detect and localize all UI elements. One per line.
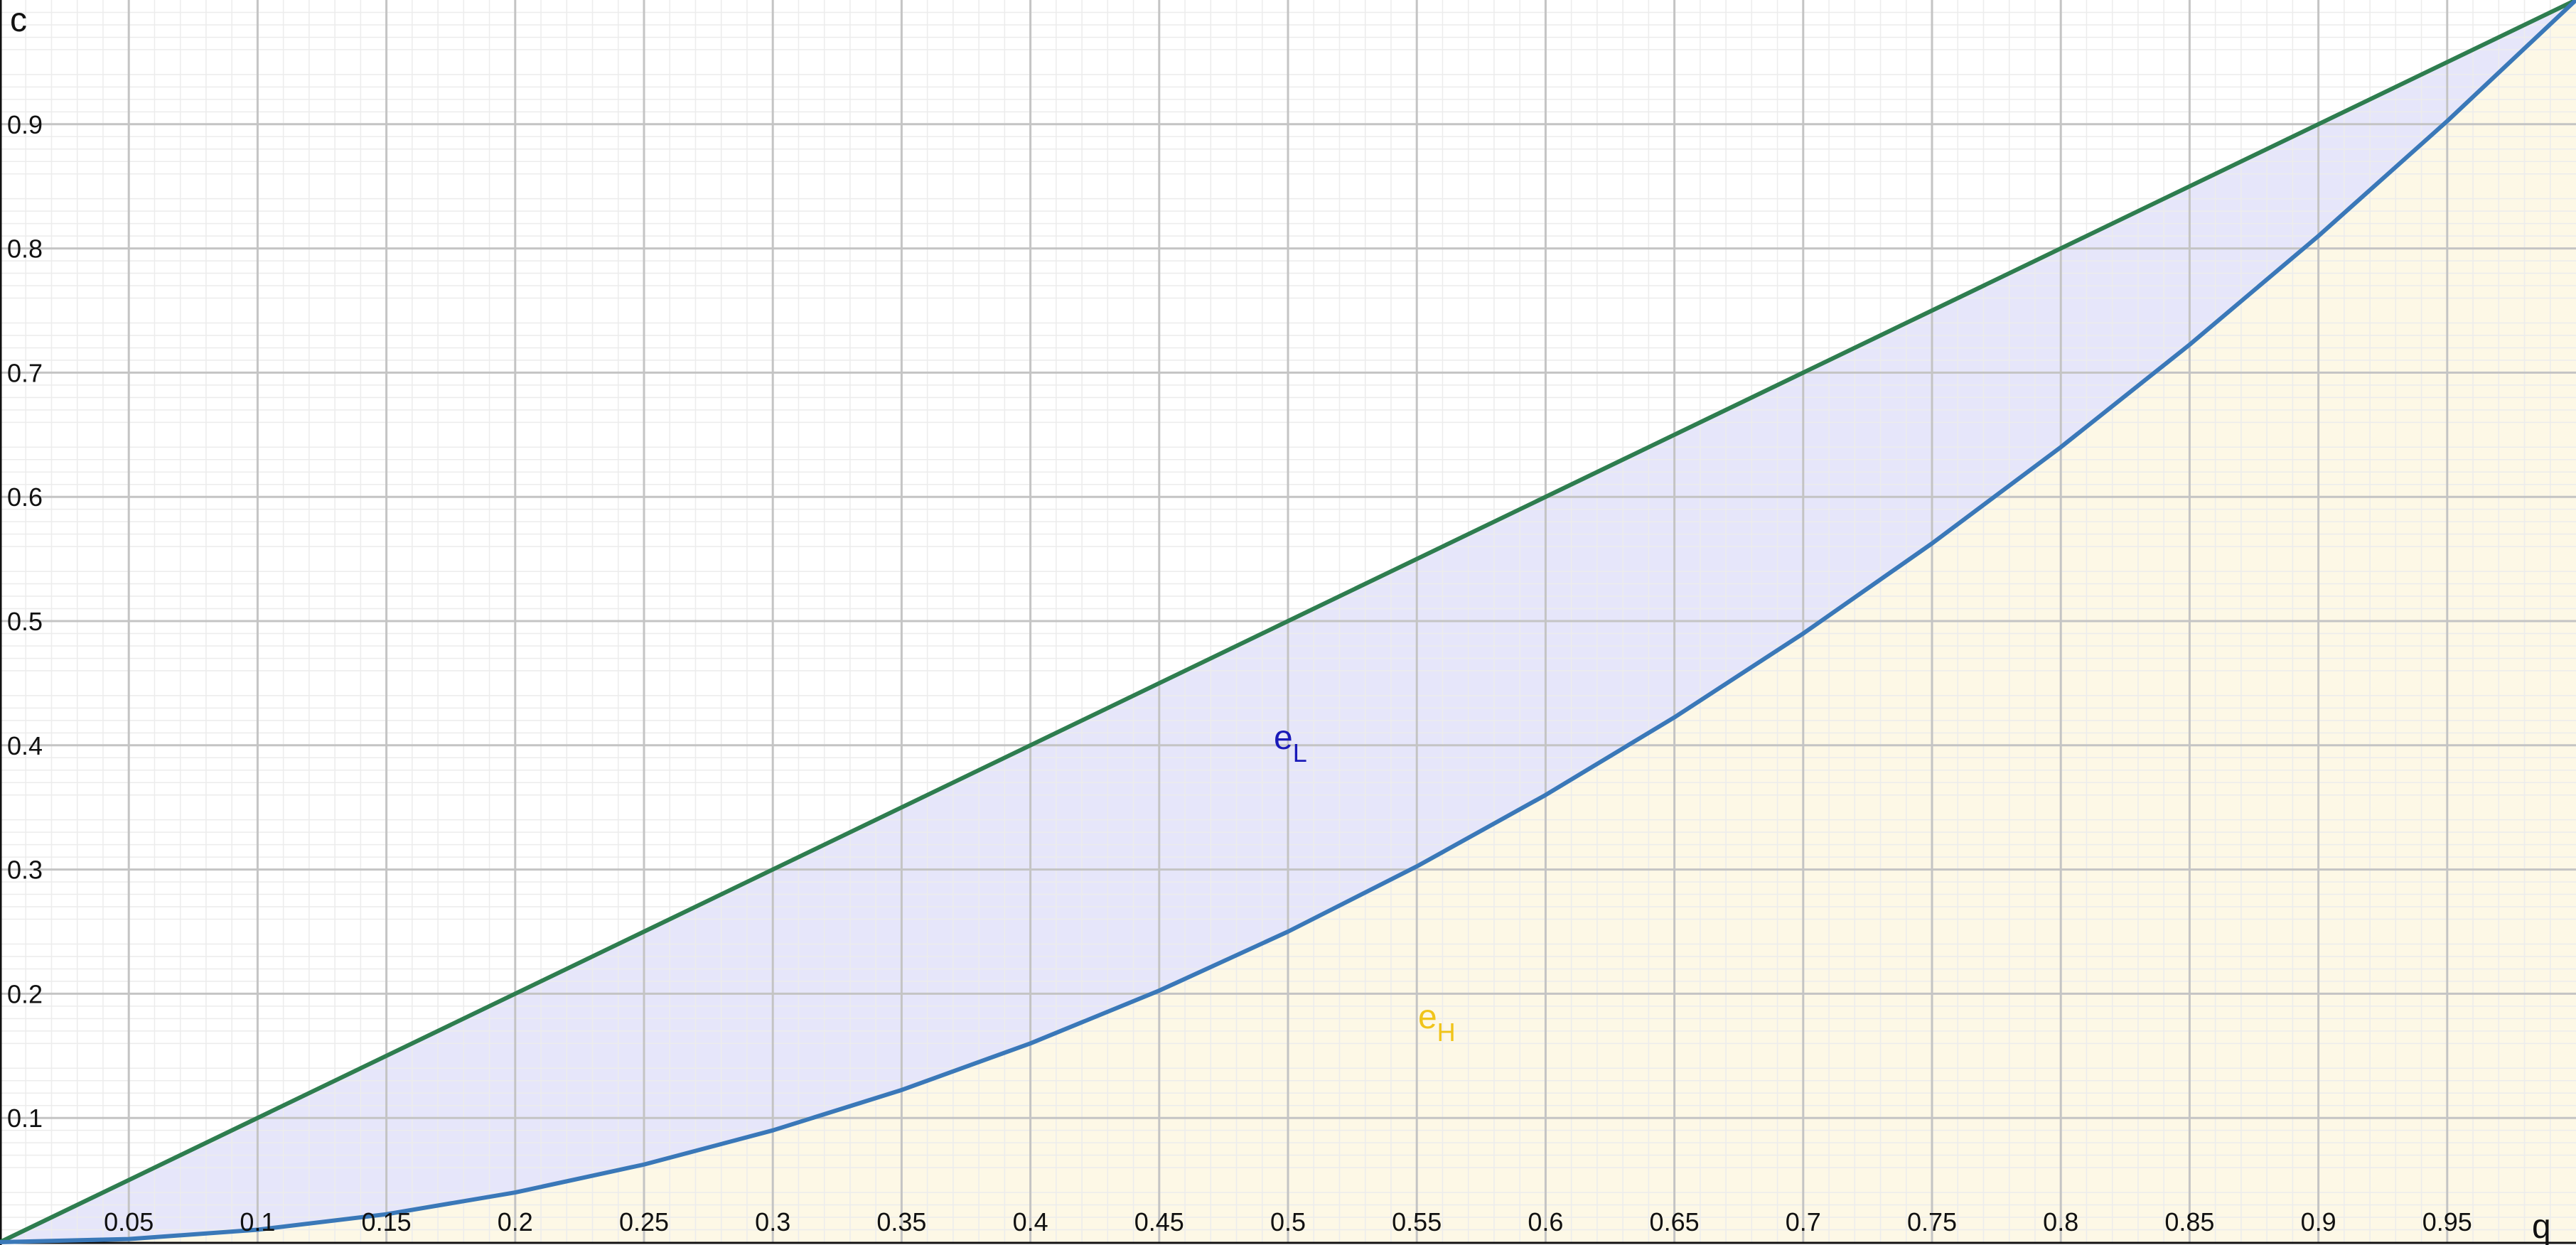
y-tick-label: 0.6	[7, 483, 43, 512]
region-label-sub: L	[1293, 738, 1307, 767]
x-tick-label: 0.95	[2422, 1207, 2472, 1236]
x-tick-label: 0.75	[1907, 1207, 1957, 1236]
x-tick-label: 0.8	[2043, 1207, 2078, 1236]
region-label-main: e	[1274, 719, 1293, 757]
x-tick-label: 0.9	[2301, 1207, 2336, 1236]
x-tick-label: 0.4	[1013, 1207, 1048, 1236]
region-label-2: eH	[1418, 998, 1456, 1047]
x-tick-labels: 0.05 0.1 0.15 0.2 0.25 0.3 0.35 0.4 0.45 0.5 0.55 0…	[104, 1207, 2472, 1236]
y-tick-label: 0.4	[7, 731, 43, 760]
x-tick-label: 0.7	[1786, 1207, 1821, 1236]
y-axis-label: c	[10, 1, 27, 39]
x-tick-label: 0.05	[104, 1207, 154, 1236]
x-tick-label: 0.65	[1650, 1207, 1700, 1236]
x-tick-label: 0.5	[1270, 1207, 1306, 1236]
x-tick-label: 0.15	[362, 1207, 412, 1236]
x-axis-label: q	[2532, 1208, 2551, 1245]
y-tick-label: 0.3	[7, 856, 43, 885]
x-tick-label: 0.2	[498, 1207, 533, 1236]
x-tick-label: 0.55	[1392, 1207, 1442, 1236]
y-tick-label: 0.8	[7, 235, 43, 264]
x-tick-label: 0.35	[876, 1207, 926, 1236]
region-label-main: e	[1418, 998, 1437, 1036]
y-tick-label: 0.9	[7, 110, 43, 139]
y-tick-label: 0.2	[7, 979, 43, 1008]
x-tick-label: 0.45	[1134, 1207, 1184, 1236]
region-label-1: eL	[1274, 719, 1307, 767]
x-tick-label: 0.85	[2164, 1207, 2214, 1236]
y-tick-label: 0.5	[7, 607, 43, 636]
x-tick-label: 0.1	[240, 1207, 275, 1236]
x-tick-label: 0.25	[619, 1207, 669, 1236]
y-tick-labels: 0.1 0.2 0.3 0.4 0.5 0.6 0.7 0.8 0.9	[7, 110, 43, 1133]
x-tick-label: 0.3	[755, 1207, 790, 1236]
y-tick-label: 0.7	[7, 358, 43, 387]
x-tick-label: 0.6	[1528, 1207, 1563, 1236]
region-label-sub: H	[1437, 1018, 1456, 1047]
y-tick-label: 0.1	[7, 1104, 43, 1133]
